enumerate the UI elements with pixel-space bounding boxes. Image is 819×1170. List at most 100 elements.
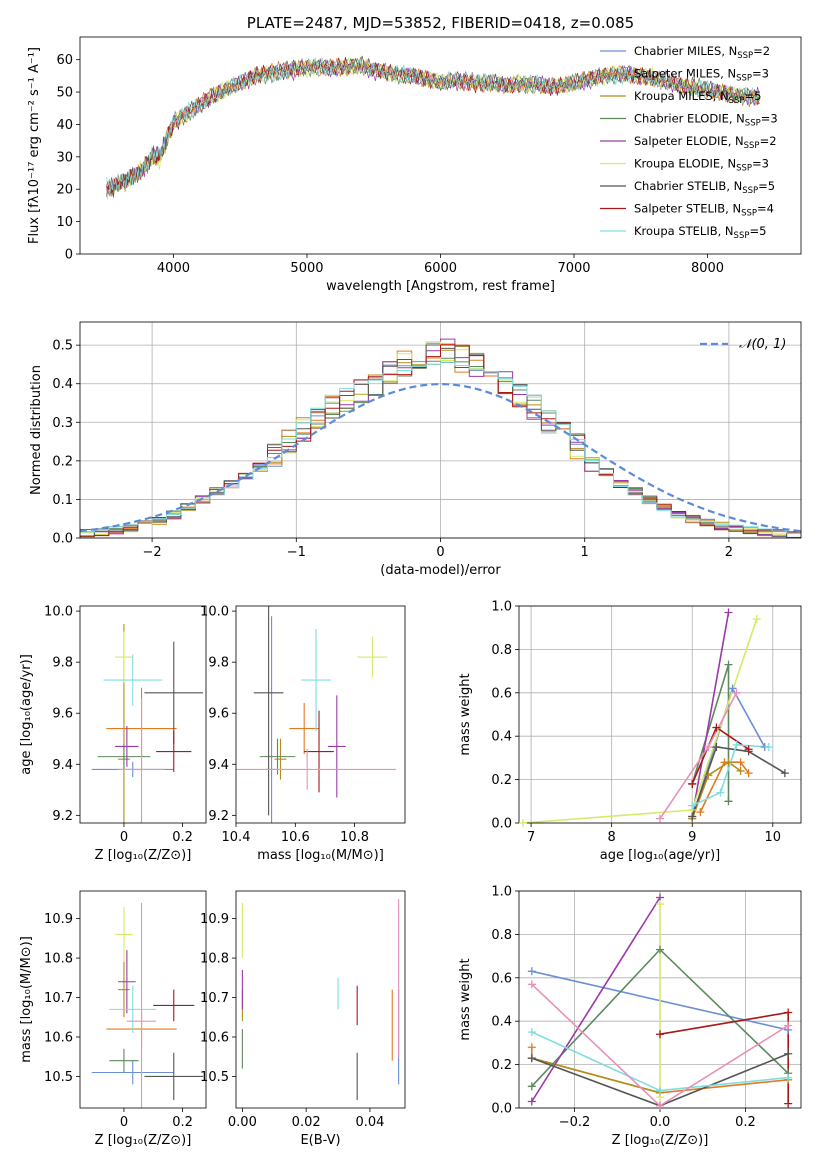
y-tick-label: 10.7 [200,991,229,1006]
axes-frame [79,605,207,824]
weight-point-marker [712,743,721,752]
weight-point-marker [656,945,664,954]
y-tick-label: 9.6 [52,707,73,722]
spectrum-series-line [106,56,760,200]
weight-point-marker [728,684,737,693]
x-axis-label: age [log₁₀(age/yr)] [600,848,721,863]
y-tick-label: 0.4 [52,377,73,392]
legend-entry: Chabrier STELIB, NSSP=5 [634,179,775,196]
legend-entry: Salpeter MILES, NSSP=3 [634,67,769,84]
x-tick-label: 0 [436,545,444,560]
x-tick-label: 7000 [557,261,590,276]
weight-point-marker [736,758,745,767]
weight-point-marker [688,801,697,810]
weight-point-marker [527,980,536,989]
y-tick-label: 50 [56,86,73,101]
weight-point-marker [527,1097,536,1106]
legend-entry: 𝒩(0, 1) [739,337,786,352]
y-tick-label: 10.9 [44,912,73,927]
y-tick-label: 10.9 [200,912,229,927]
x-tick-label: 9 [688,830,696,845]
weight-series-line [699,761,750,813]
y-axis-label: mass weight [458,958,473,1040]
weight-series-line [691,664,730,802]
y-axis-label: Normed distribution [29,365,44,495]
panel-mass-vs-ebv: 0.00 0.02 0.04 10.5 10.6 10.7 10.8 10.9 E(B-V) [200,890,406,1148]
weight-point-marker [764,743,773,752]
x-tick-label: 4000 [157,261,190,276]
x-tick-label: 0 [120,830,128,845]
weight-point-marker [704,743,713,752]
y-tick-label: 10.0 [200,605,229,620]
x-tick-label: 8000 [691,261,724,276]
panel-weight-vs-z: −0.2 0.0 0.2 0.0 0.2 0.4 0.6 0.8 1.0 Z [log₁₀(Z/Z… [458,885,802,1148]
y-tick-label: 10.8 [44,952,73,967]
x-tick-label: 10 [765,830,782,845]
normal-reference-curve [80,382,801,533]
y-tick-label: 0.8 [491,928,512,943]
x-tick-label: −1 [287,545,306,560]
x-axis-label: wavelength [Angstrom, rest frame] [326,279,555,294]
y-tick-label: 0.2 [52,454,73,469]
spectrum-series-line [106,57,760,196]
plot-area [91,623,204,823]
weight-point-marker [527,1054,536,1063]
y-tick-label: 10.5 [200,1070,229,1085]
legend-entry: Chabrier ELODIE, NSSP=3 [634,112,778,129]
x-tick-label: 0.2 [735,1115,756,1130]
weight-point-marker [732,740,741,749]
plot-area [531,897,789,1107]
legend-entry: Chabrier MILES, NSSP=2 [634,44,770,61]
histogram-series [80,361,801,534]
y-tick-label: 0.2 [491,1058,512,1073]
axes-frame [518,605,802,824]
y-tick-label: 0.5 [52,339,73,354]
x-tick-label: 0.00 [228,1115,257,1130]
x-axis-label: (data-model)/error [380,563,501,578]
spectrum-series-line [106,57,760,195]
x-tick-label: −2 [143,545,162,560]
y-tick-label: 10.6 [44,1030,73,1045]
y-tick-label: 9.2 [208,809,229,824]
weight-point-marker [724,758,733,767]
y-tick-label: 40 [56,118,73,133]
y-tick-label: 10 [56,215,73,230]
weight-point-marker [656,900,664,909]
weight-point-marker [656,1030,664,1039]
x-tick-label: 6000 [424,261,457,276]
x-tick-label: 8 [608,830,616,845]
y-tick-label: 0.1 [52,493,73,508]
weight-point-marker [527,1043,536,1052]
y-tick-label: 10.0 [44,605,73,620]
weight-series-line [691,761,742,819]
axes-frame [235,890,406,1109]
weight-point-marker [744,769,753,778]
weight-point-marker [527,967,536,976]
y-tick-label: 10.5 [44,1070,73,1085]
y-axis-label: mass weight [458,673,473,755]
axes-frame [79,36,802,255]
y-tick-label: 9.4 [52,758,73,773]
panel-age-vs-mass: 10.4 10.6 10.8 9.2 9.4 9.6 9.8 10.0 mass [log₁₀(… [200,605,406,863]
plot-area [241,898,400,1101]
weight-point-marker [688,779,697,788]
panel-weight-vs-age: 7 8 9 10 0.0 0.2 0.4 0.6 0.8 1.0 age [log₁₀(age/yr… [458,600,802,863]
weight-point-marker [519,819,528,827]
y-tick-label: 10.7 [44,991,73,1006]
weight-point-marker [696,808,705,817]
weight-point-marker [784,1008,793,1017]
weight-series-line [531,897,661,1102]
legend-entry: Kroupa ELODIE, NSSP=3 [634,157,769,174]
x-tick-label: 0.2 [172,1115,193,1130]
weight-series-line [691,746,786,817]
y-tick-label: 9.8 [208,656,229,671]
weight-series-line [691,744,769,807]
y-tick-label: 30 [56,150,73,165]
y-tick-label: 0.6 [491,686,512,701]
plot-area [236,606,397,823]
y-tick-label: 10.6 [200,1030,229,1045]
panel-mass-vs-z: 0 0.2 10.5 10.6 10.7 10.8 10.9 Z [log₁₀(Z/Z⊙)] m… [19,890,207,1148]
y-tick-label: 20 [56,183,73,198]
weight-point-marker [527,1082,536,1091]
